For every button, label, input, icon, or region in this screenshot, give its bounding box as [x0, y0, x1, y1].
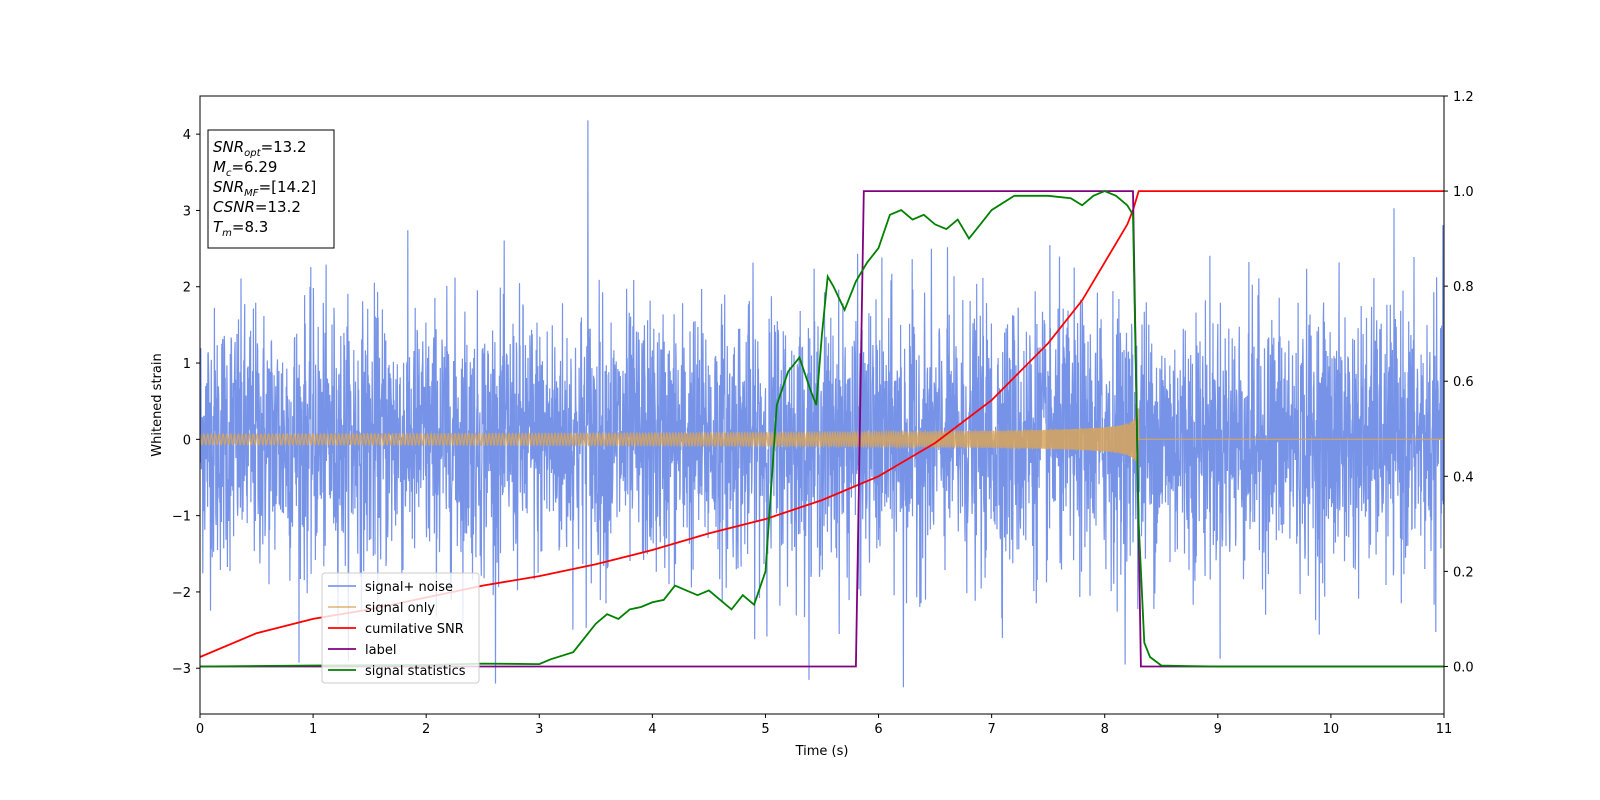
legend-frame: [321, 572, 480, 684]
x-tick-label: 8: [1101, 722, 1109, 737]
x-tick-label: 9: [1214, 722, 1222, 737]
x-axis: 0 1 2 3 4 5 6 7 8 9 10 11: [196, 714, 1452, 737]
x-tick-label: 3: [535, 722, 543, 737]
info-box-line: SNRopt=13.2: [213, 138, 307, 159]
y-tick-label: 4: [183, 128, 191, 143]
y2-tick-label: 0.6: [1453, 375, 1474, 390]
x-tick-label: 6: [874, 722, 882, 737]
legend-label: signal only: [365, 601, 435, 616]
y-tick-label: −1: [172, 510, 191, 525]
series-line-signal-only: [200, 407, 1444, 474]
y2-tick-label: 0.8: [1453, 280, 1474, 295]
legend: signal+ noise signal only cumilative SNR la…: [321, 572, 480, 684]
y-tick-label: −2: [172, 586, 191, 601]
y2-tick-label: 0.4: [1453, 470, 1474, 485]
legend-label: cumilative SNR: [365, 622, 464, 637]
x-tick-label: 2: [422, 722, 430, 737]
y2-tick-label: 0.2: [1453, 565, 1474, 580]
x-tick-label: 5: [761, 722, 769, 737]
y-tick-label: 1: [183, 357, 191, 372]
legend-label: signal+ noise: [365, 580, 453, 595]
x-tick-label: 1: [309, 722, 317, 737]
y-tick-label: 2: [183, 281, 191, 296]
plot-frame: [199, 95, 1445, 715]
y2-tick-label: 1.2: [1453, 90, 1474, 105]
x-tick-label: 11: [1436, 722, 1453, 737]
info-box-frame: [207, 129, 335, 249]
y-axis-left: 4 3 2 1 0 −1 −2 −3: [172, 128, 200, 677]
series-line-signal-statistics: [200, 190, 1444, 668]
y-tick-label: −3: [172, 662, 191, 677]
y2-tick-label: 1.0: [1453, 185, 1474, 200]
info-box-line: CSNR=13.2: [213, 198, 301, 216]
x-axis-label: Time (s): [795, 744, 849, 759]
x-tick-label: 0: [196, 722, 204, 737]
y-axis-right: 1.2 1.0 0.8 0.6 0.4 0.2 0.0: [1444, 90, 1474, 675]
info-box-line: Mc=6.29: [213, 158, 277, 179]
legend-label: signal statistics: [365, 664, 466, 679]
x-tick-label: 10: [1323, 722, 1340, 737]
info-box-line: Tm=8.3: [213, 218, 268, 239]
x-tick-label: 7: [987, 722, 995, 737]
x-tick-label: 4: [648, 722, 656, 737]
legend-label: label: [365, 643, 396, 658]
y-tick-label: 3: [183, 204, 191, 219]
info-box-line: SNRMF=[14.2]: [213, 178, 316, 199]
y2-tick-label: 0.0: [1453, 660, 1474, 675]
y-tick-label: 0: [183, 433, 191, 448]
y-axis-label: Whitened strain: [150, 353, 165, 456]
